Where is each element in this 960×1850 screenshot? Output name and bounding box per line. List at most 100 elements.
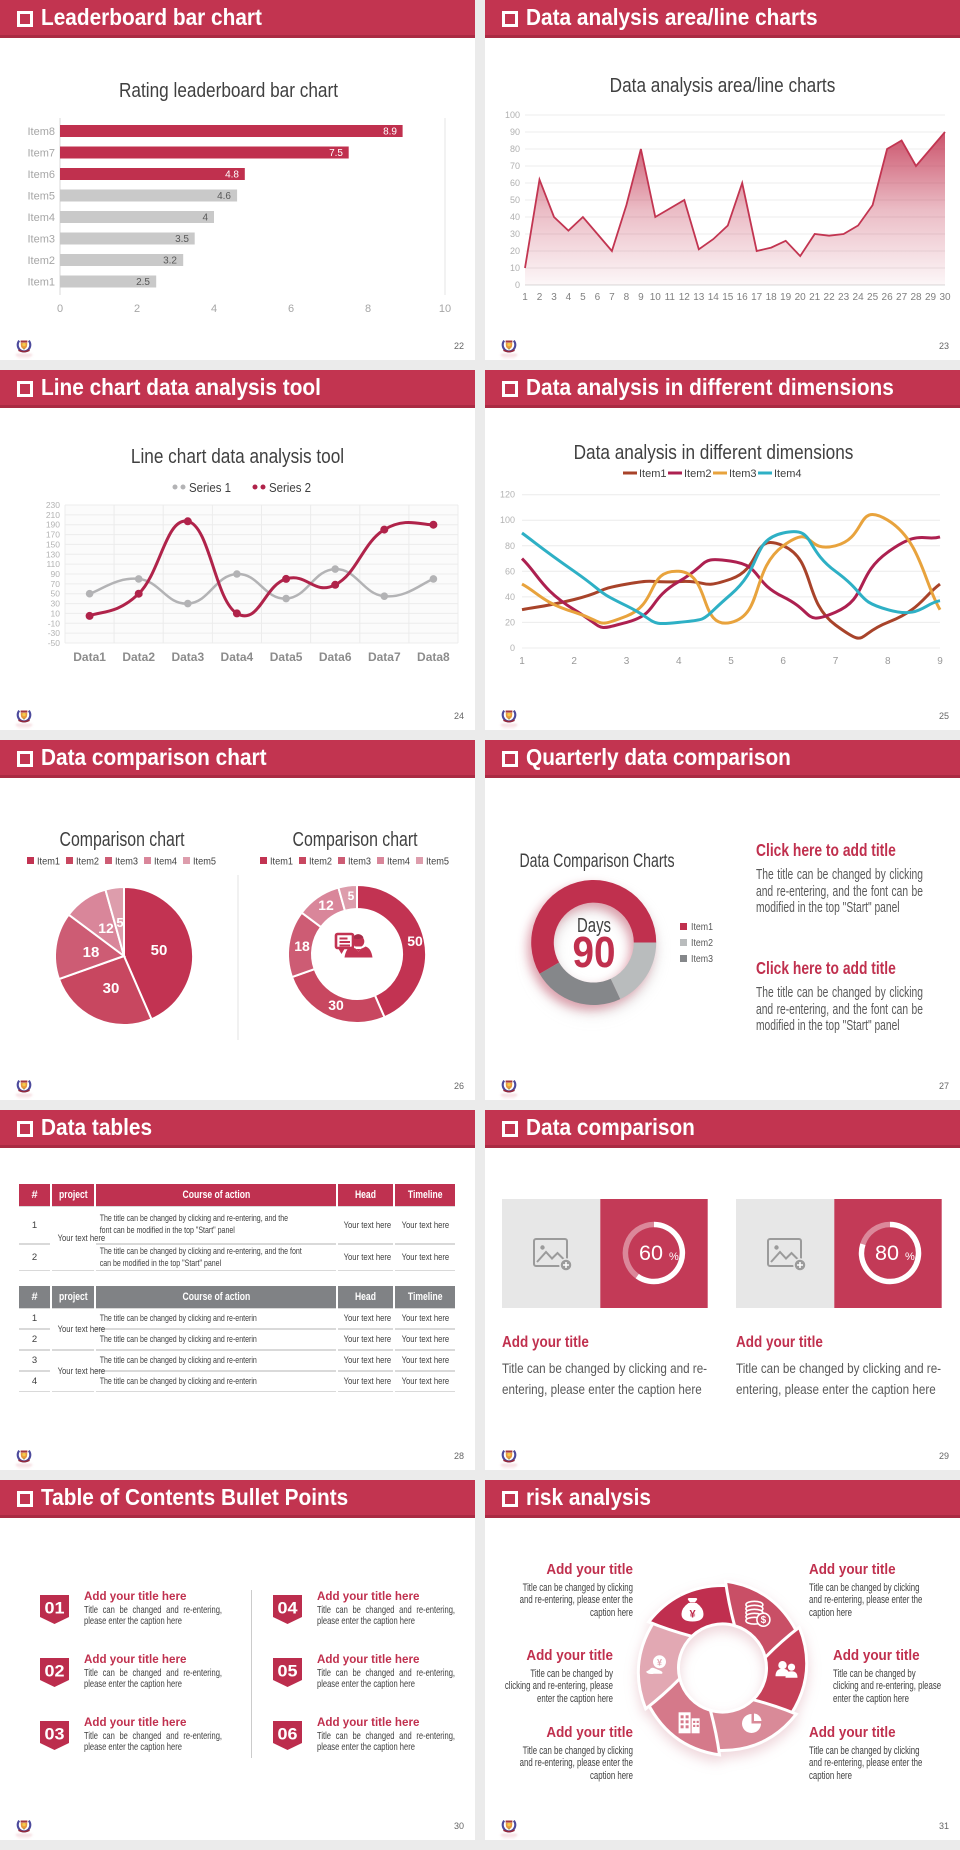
svg-text:3.5: 3.5 <box>175 234 189 245</box>
svg-text:Data5: Data5 <box>270 650 303 664</box>
svg-text:12: 12 <box>318 897 334 913</box>
svg-text:20: 20 <box>795 292 807 303</box>
svg-text:27: 27 <box>896 292 908 303</box>
svg-text:05: 05 <box>278 1662 298 1681</box>
svg-text:0: 0 <box>515 280 520 290</box>
svg-text:230: 230 <box>46 500 60 510</box>
svg-text:Item2: Item2 <box>309 856 332 868</box>
svg-text:Item2: Item2 <box>27 255 55 267</box>
svg-text:16: 16 <box>737 292 749 303</box>
svg-text:2: 2 <box>571 656 577 667</box>
svg-text:10: 10 <box>51 608 61 618</box>
svg-text:4.6: 4.6 <box>217 191 231 202</box>
svg-text:8: 8 <box>885 656 891 667</box>
svg-text:20: 20 <box>510 246 520 256</box>
svg-text:Data7: Data7 <box>368 650 401 664</box>
svg-text:210: 210 <box>46 510 60 520</box>
svg-text:60: 60 <box>510 178 520 188</box>
svg-text:Item5: Item5 <box>27 191 55 203</box>
svg-text:26: 26 <box>882 292 894 303</box>
svg-text:110: 110 <box>46 559 60 569</box>
svg-text:9: 9 <box>937 656 943 667</box>
svg-text:21: 21 <box>809 292 821 303</box>
svg-text:50: 50 <box>51 589 61 599</box>
svg-text:170: 170 <box>46 530 60 540</box>
svg-text:130: 130 <box>46 549 60 559</box>
svg-text:50: 50 <box>151 942 168 959</box>
svg-text:Data6: Data6 <box>319 650 352 664</box>
svg-text:0: 0 <box>57 303 63 315</box>
svg-text:15: 15 <box>722 292 734 303</box>
svg-text:50: 50 <box>407 933 423 949</box>
svg-text:7: 7 <box>609 292 615 303</box>
svg-text:Item2: Item2 <box>684 468 712 480</box>
svg-text:12: 12 <box>679 292 691 303</box>
svg-text:18: 18 <box>294 938 310 954</box>
svg-text:02: 02 <box>45 1662 65 1681</box>
svg-text:4: 4 <box>211 303 217 315</box>
svg-text:70: 70 <box>510 161 520 171</box>
svg-text:5: 5 <box>348 889 355 903</box>
svg-text:2.5: 2.5 <box>136 277 150 288</box>
svg-text:Item4: Item4 <box>27 212 55 224</box>
svg-text:30: 30 <box>51 599 61 609</box>
svg-text:3: 3 <box>551 292 557 303</box>
svg-text:Item3: Item3 <box>27 234 55 246</box>
svg-text:4: 4 <box>202 213 208 224</box>
svg-text:19: 19 <box>780 292 792 303</box>
svg-text:10: 10 <box>510 263 520 273</box>
svg-text:20: 20 <box>505 617 515 627</box>
svg-text:Item8: Item8 <box>27 126 55 138</box>
svg-text:8: 8 <box>624 292 630 303</box>
svg-text:30: 30 <box>328 997 344 1013</box>
svg-text:Item1: Item1 <box>27 277 55 289</box>
svg-text:80: 80 <box>505 541 515 551</box>
svg-text:Item4: Item4 <box>387 856 410 868</box>
svg-text:Data3: Data3 <box>171 650 204 664</box>
svg-text:3.2: 3.2 <box>163 256 177 267</box>
svg-text:Series 1: Series 1 <box>189 480 231 495</box>
svg-text:23: 23 <box>838 292 850 303</box>
svg-text:Item1: Item1 <box>270 856 293 868</box>
svg-text:120: 120 <box>500 490 515 500</box>
svg-text:24: 24 <box>853 292 865 303</box>
svg-text:7.5: 7.5 <box>329 148 343 159</box>
svg-text:-50: -50 <box>48 638 61 648</box>
svg-text:28: 28 <box>910 292 922 303</box>
svg-text:6: 6 <box>780 656 786 667</box>
svg-text:Data2: Data2 <box>122 650 155 664</box>
svg-text:14: 14 <box>708 292 720 303</box>
svg-text:Item2: Item2 <box>691 938 713 949</box>
svg-text:Item5: Item5 <box>193 856 216 868</box>
svg-text:Item2: Item2 <box>76 856 99 868</box>
svg-text:Item7: Item7 <box>27 148 55 160</box>
svg-text:100: 100 <box>500 515 515 525</box>
svg-text:6: 6 <box>288 303 294 315</box>
svg-text:90: 90 <box>573 928 616 977</box>
svg-text:25: 25 <box>867 292 879 303</box>
svg-text:Item4: Item4 <box>154 856 177 868</box>
svg-text:190: 190 <box>46 520 60 530</box>
svg-text:-10: -10 <box>48 618 61 628</box>
svg-text:¥: ¥ <box>657 1657 662 1667</box>
svg-text:%: % <box>669 1251 679 1263</box>
svg-text:Item1: Item1 <box>37 856 60 868</box>
svg-text:Item3: Item3 <box>115 856 138 868</box>
svg-text:40: 40 <box>505 592 515 602</box>
svg-text:Item3: Item3 <box>691 954 713 965</box>
svg-text:150: 150 <box>46 539 60 549</box>
svg-text:06: 06 <box>278 1725 298 1744</box>
svg-text:8: 8 <box>365 303 371 315</box>
svg-text:29: 29 <box>925 292 937 303</box>
svg-text:1: 1 <box>522 292 528 303</box>
svg-text:5: 5 <box>116 915 123 930</box>
svg-text:4.8: 4.8 <box>225 170 239 181</box>
svg-text:80: 80 <box>510 144 520 154</box>
svg-text:4: 4 <box>676 656 682 667</box>
svg-text:-30: -30 <box>48 628 61 638</box>
svg-text:4: 4 <box>566 292 572 303</box>
svg-text:17: 17 <box>751 292 763 303</box>
svg-text:Comparison chart: Comparison chart <box>60 829 185 851</box>
svg-text:13: 13 <box>693 292 705 303</box>
svg-text:Series 2: Series 2 <box>269 480 311 495</box>
